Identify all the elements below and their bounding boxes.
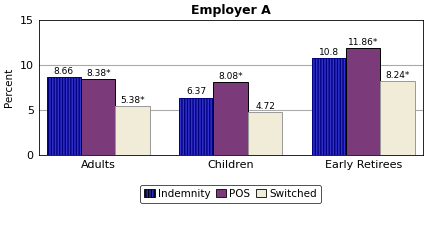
Text: 11.86*: 11.86* (347, 38, 377, 47)
Bar (380, 81, 414, 155)
Text: 8.24*: 8.24* (385, 71, 409, 80)
Text: 4.72: 4.72 (255, 102, 274, 111)
Bar (115, 107, 150, 155)
Text: 8.08*: 8.08* (218, 72, 242, 81)
Bar (311, 58, 345, 155)
Text: 5.38*: 5.38* (120, 96, 145, 105)
Text: 6.37: 6.37 (186, 88, 206, 96)
Text: 8.38*: 8.38* (86, 69, 110, 78)
Legend: Indemnity, POS, Switched: Indemnity, POS, Switched (140, 185, 320, 203)
Y-axis label: Percent: Percent (4, 68, 14, 107)
Bar (248, 113, 282, 155)
Bar (345, 48, 380, 155)
Text: 10.8: 10.8 (318, 48, 338, 57)
Bar (46, 77, 81, 155)
Bar (178, 98, 213, 155)
Text: 8.66: 8.66 (54, 67, 74, 76)
Bar (81, 79, 115, 155)
Bar (213, 82, 248, 155)
Title: Employer A: Employer A (190, 4, 270, 17)
